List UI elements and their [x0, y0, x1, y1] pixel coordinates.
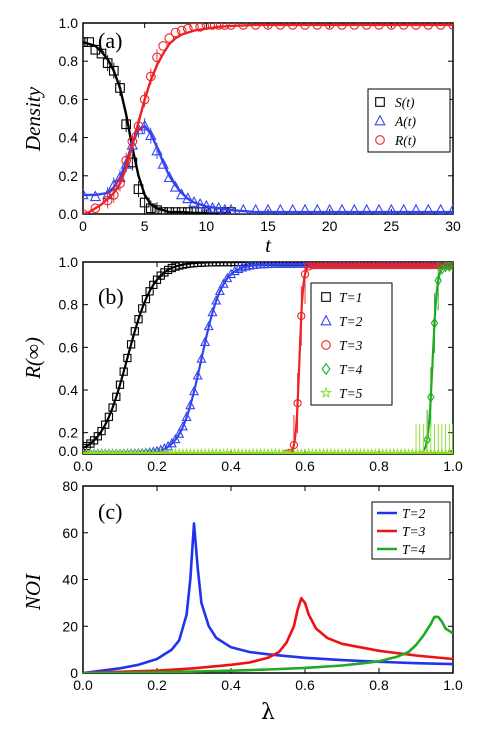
y-tick-label: 60: [62, 525, 78, 541]
y-tick-label: 40: [62, 572, 78, 588]
y-tick-label: 0.4: [59, 382, 79, 398]
panel-c-xlabel: λ: [261, 700, 275, 725]
x-tick-label: 30: [445, 218, 461, 234]
legend-label-t3: T=3: [339, 338, 363, 353]
x-tick-label: 0.2: [147, 458, 167, 474]
legend-label-c-t4: T=4: [402, 542, 426, 557]
series-line-2: [83, 265, 453, 454]
series-line-0: [83, 262, 453, 448]
panel-a-xlabel: t: [265, 233, 272, 257]
data-point-circle: [171, 28, 180, 37]
panel-a-label: (a): [98, 28, 122, 53]
legend-label-r: R(t): [394, 133, 416, 148]
y-tick-label: 0.8: [59, 53, 79, 69]
x-tick-label: 15: [260, 218, 276, 234]
series-line-3: [83, 266, 453, 454]
panel-c: 0.0 0.2 0.4 0.6 0.8 1.0 0 20 40 60 80 (c) NOI λ T=…: [21, 478, 463, 725]
panel-b-ylabel: R(∞): [21, 337, 45, 380]
y-tick-label: 0.2: [59, 168, 79, 184]
series-line-1: [83, 264, 453, 454]
x-tick-label: 0.8: [369, 677, 389, 693]
panel-c-legend: T=2 T=3 T=4: [372, 502, 450, 559]
x-tick-label: 0.6: [295, 677, 315, 693]
x-tick-label: 1.0: [443, 677, 463, 693]
x-tick-label: 0.4: [221, 677, 241, 693]
y-tick-label: 20: [62, 618, 78, 634]
x-tick-label: 0: [79, 218, 87, 234]
x-tick-label: 0.0: [73, 458, 93, 474]
x-tick-label: 5: [141, 218, 149, 234]
y-tick-label: 0.4: [59, 130, 79, 146]
data-point-circle: [159, 42, 168, 51]
x-tick-label: 1.0: [443, 458, 463, 474]
panel-c-ylabel: NOI: [21, 573, 45, 611]
x-tick-label: 0.6: [295, 458, 315, 474]
panel-b-plot: [79, 244, 458, 484]
legend-label-t5: T=5: [339, 386, 363, 401]
x-tick-label: 0.2: [147, 677, 167, 693]
legend-label-t2: T=2: [339, 314, 363, 329]
panel-b: 0.0 0.2 0.4 0.6 0.8 1.0 0.0 0.2 0.4 0.6 0.8 1.0 (b)…: [21, 244, 463, 484]
x-tick-label: 20: [322, 218, 338, 234]
y-tick-label: 0: [70, 665, 78, 681]
panel-b-frame: [83, 262, 453, 454]
legend-label-c-t2: T=2: [402, 506, 426, 521]
y-tick-label: 0.8: [59, 297, 79, 313]
panel-b-legend: T=1 T=2 T=3 T=4 T=5: [311, 283, 392, 405]
x-tick-label: 0.8: [369, 458, 389, 474]
panel-a-legend: S(t) A(t) R(t): [368, 89, 450, 152]
panel-c-label: (c): [98, 499, 122, 524]
panel-a-ylabel: Density: [21, 86, 45, 152]
x-tick-label: 25: [384, 218, 400, 234]
legend-label-s: S(t): [395, 95, 415, 110]
y-tick-label: 0.2: [59, 425, 79, 441]
y-tick-label: 0.0: [59, 206, 79, 222]
y-tick-label: 0.0: [59, 443, 79, 459]
x-tick-label: 0.4: [221, 458, 241, 474]
legend-label-a: A(t): [394, 114, 416, 129]
y-tick-label: 1.0: [59, 15, 79, 31]
x-tick-label: 10: [199, 218, 215, 234]
legend-label-t1: T=1: [339, 290, 362, 305]
panel-b-label: (b): [98, 284, 124, 309]
legend-label-t4: T=4: [339, 362, 363, 377]
y-tick-label: 0.6: [59, 339, 79, 355]
panel-a: 0 5 10 15 20 25 30 0.0 0.2 0.4 0.6 0.8 1.0 (a) Densi…: [21, 15, 461, 257]
legend-label-c-t3: T=3: [402, 524, 426, 539]
y-tick-label: 0.6: [59, 91, 79, 107]
data-point-triangle: [239, 205, 249, 214]
y-tick-label: 1.0: [59, 254, 79, 270]
y-tick-label: 80: [62, 478, 78, 494]
